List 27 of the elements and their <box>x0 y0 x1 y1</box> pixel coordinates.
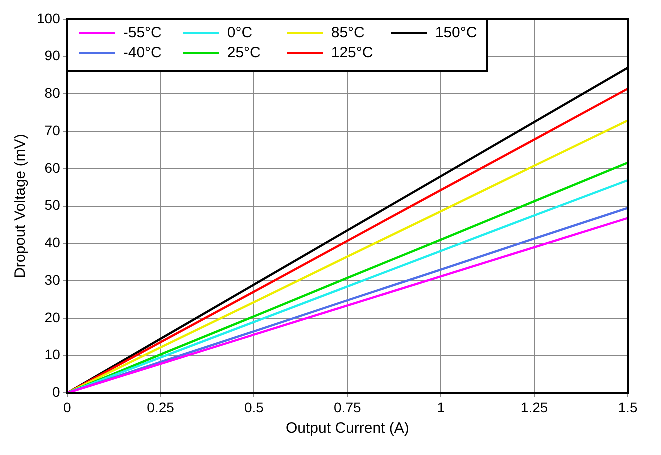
legend-label: -55°C <box>123 24 162 42</box>
legend-label: 25°C <box>227 44 262 62</box>
x-tick-label: 1.25 <box>520 399 548 416</box>
x-tick-label: 0.5 <box>244 399 264 416</box>
y-tick-label: 0 <box>52 384 61 400</box>
y-tick-label: 40 <box>44 234 61 251</box>
x-tick-label: 1 <box>437 399 446 416</box>
x-tick-label: 0.75 <box>334 399 362 416</box>
x-tick-label: 1.5 <box>618 399 638 416</box>
y-axis-title: Dropout Voltage (mV) <box>12 134 30 278</box>
legend-label: 85°C <box>331 24 366 42</box>
y-tick-label: 60 <box>44 160 61 176</box>
y-tick-label: 70 <box>44 122 61 138</box>
legend-label: 0°C <box>227 24 253 42</box>
legend-label: -40°C <box>123 44 162 62</box>
y-tick-label: 30 <box>44 272 61 288</box>
y-tick-label: 10 <box>44 346 61 363</box>
x-tick-label: 0 <box>63 399 72 416</box>
y-tick-label: 50 <box>44 197 61 214</box>
legend-label: 150°C <box>435 24 478 42</box>
x-axis-title: Output Current (A) <box>286 420 410 438</box>
y-tick-label: 20 <box>44 309 61 326</box>
y-tick-label: 100 <box>37 10 61 26</box>
x-tick-label: 0.25 <box>147 399 175 416</box>
y-tick-label: 90 <box>44 48 61 64</box>
legend-label: 125°C <box>331 44 374 62</box>
y-tick-label: 80 <box>44 85 61 102</box>
